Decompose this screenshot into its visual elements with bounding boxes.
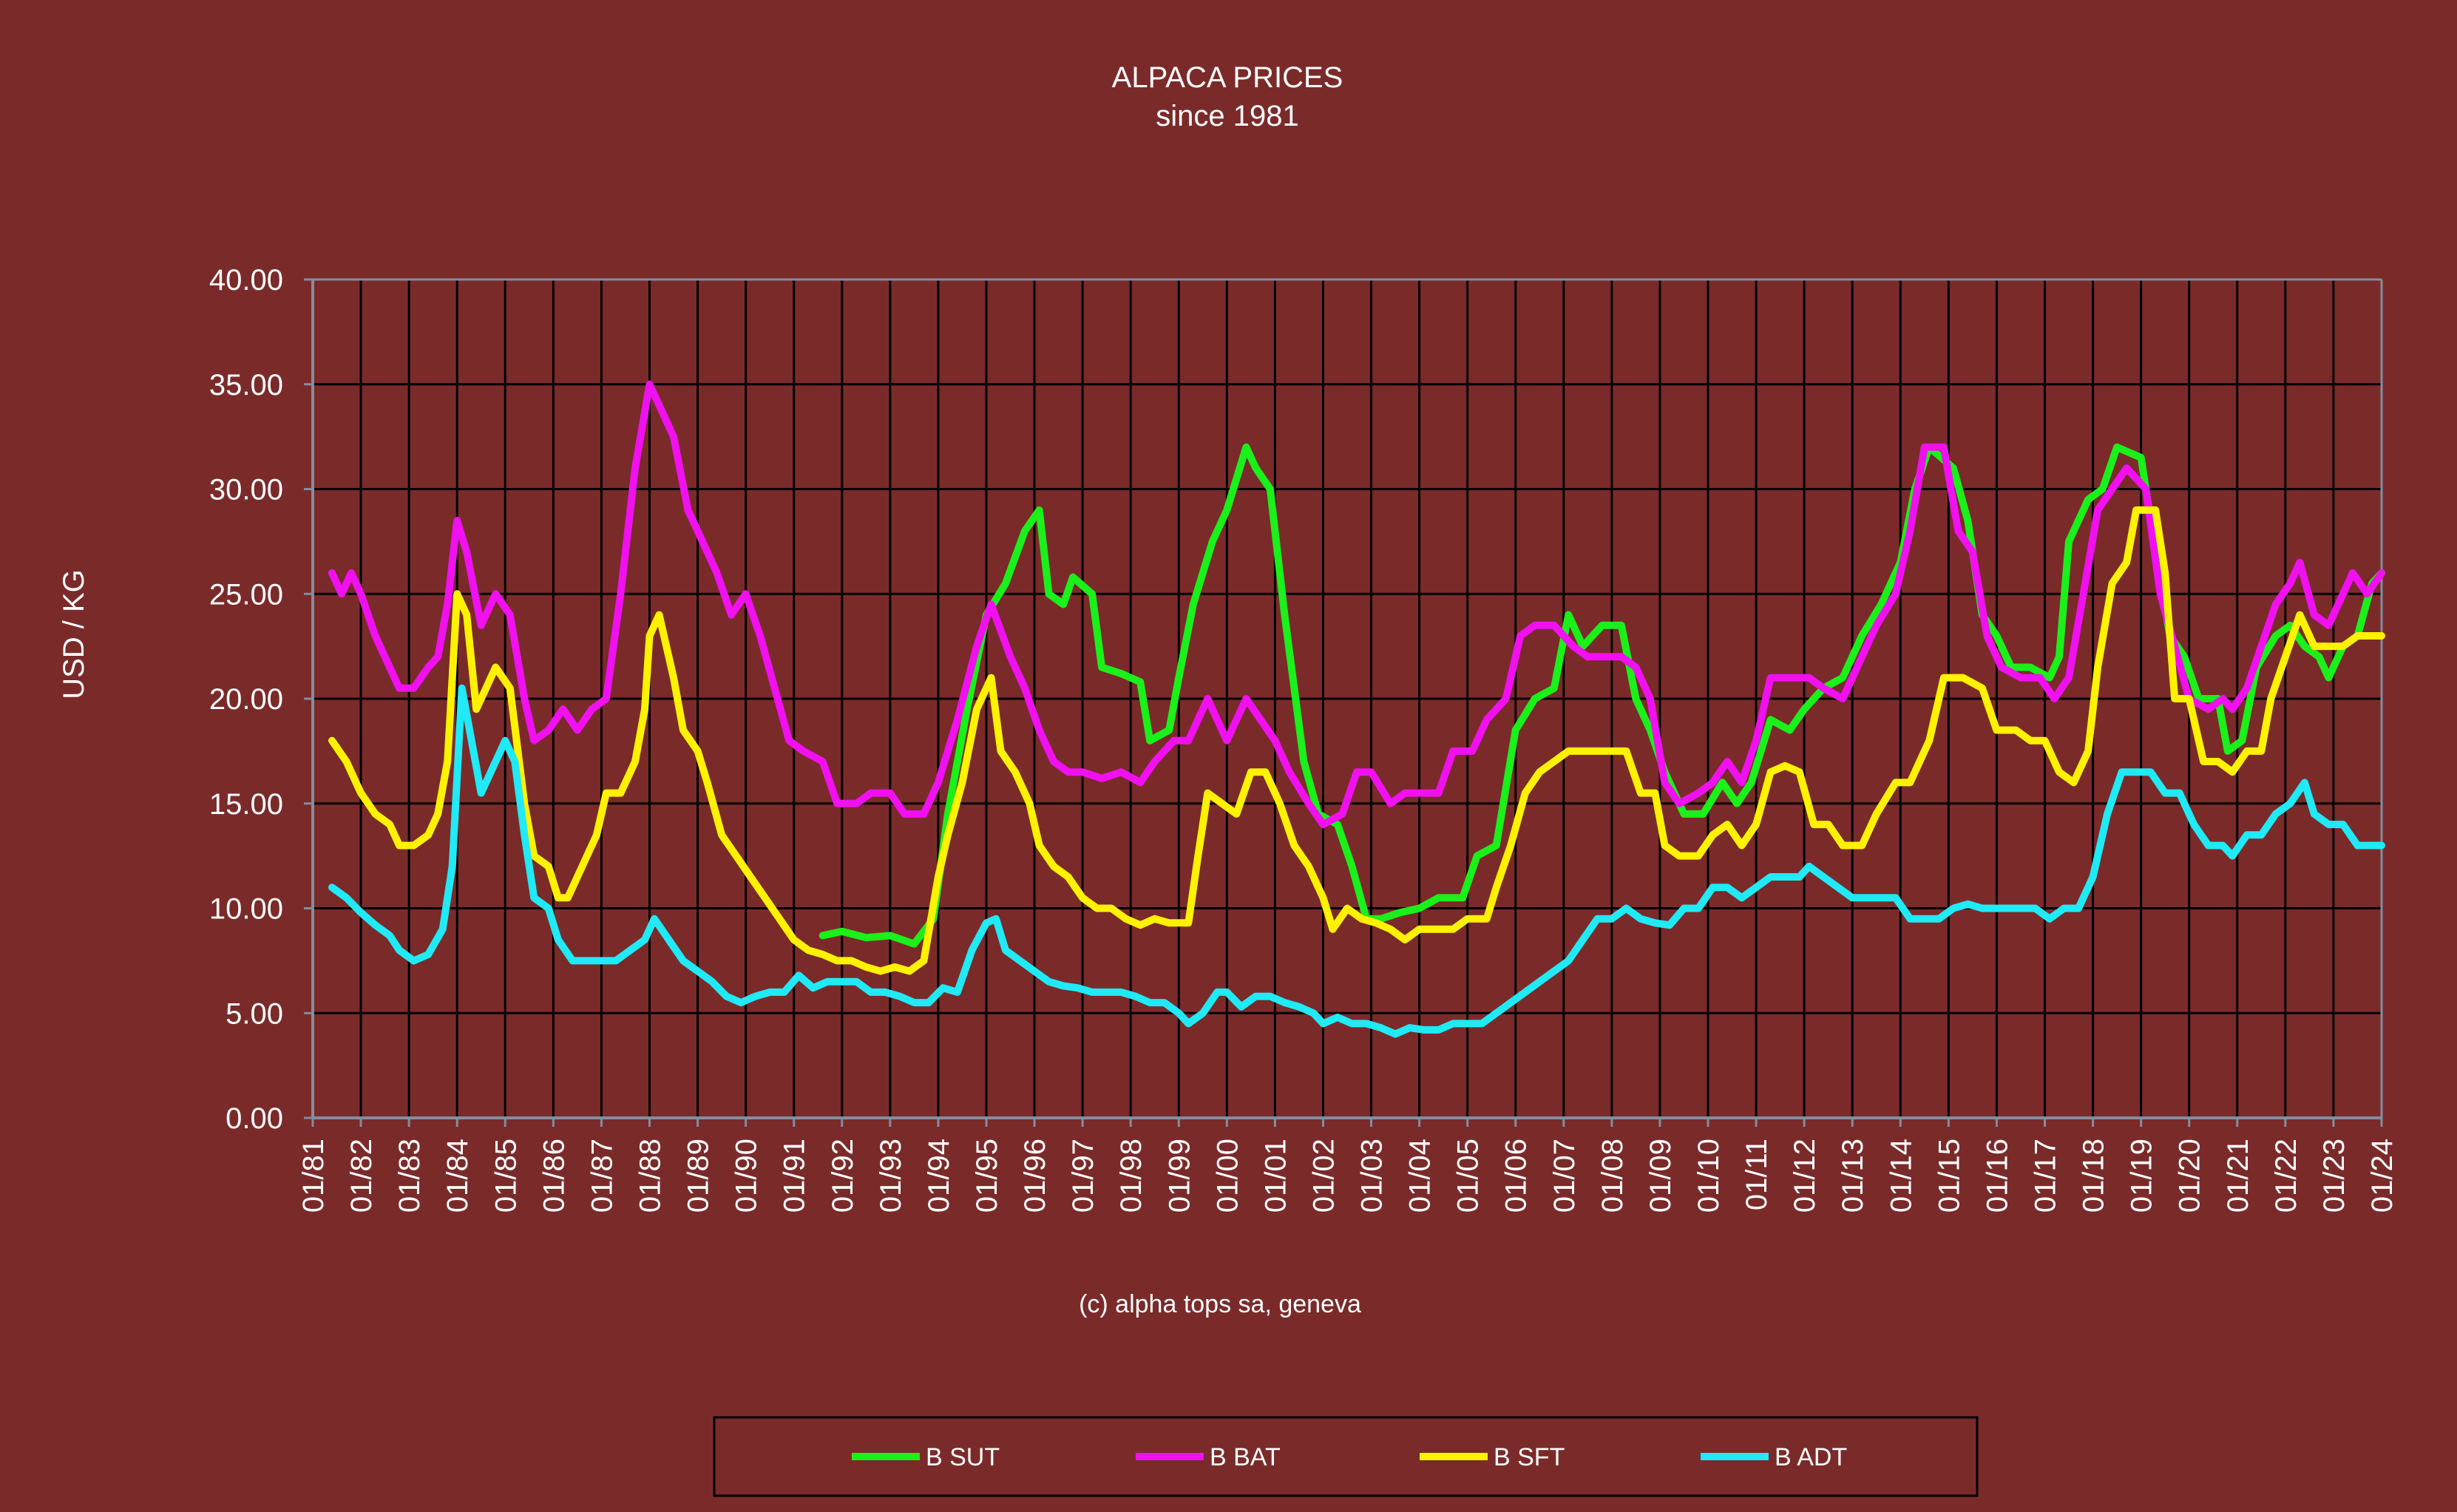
legend-label: B SUT [926, 1443, 1000, 1471]
x-tick-label: 01/96 [1019, 1139, 1051, 1213]
x-tick-label: 01/04 [1404, 1139, 1437, 1213]
x-tick-label: 01/18 [2078, 1139, 2110, 1213]
y-tick-labels: 0.00 5.00 10.00 15.00 20.00 25.00 30.00 35.00 40… [209, 264, 283, 1135]
x-tick-label: 01/00 [1211, 1139, 1244, 1213]
y-tick-label: 10.00 [209, 893, 283, 926]
x-tick-label: 01/14 [1885, 1139, 1917, 1213]
y-tick-label: 0.00 [226, 1102, 283, 1135]
legend: B SUT B BAT B SFT B ADT [713, 1416, 1979, 1497]
legend-label: B SFT [1494, 1443, 1565, 1471]
legend-label: B ADT [1775, 1443, 1847, 1471]
legend-item: B BAT [1136, 1443, 1281, 1471]
x-tick-label: 01/92 [827, 1139, 859, 1213]
x-tick-label: 01/02 [1307, 1139, 1340, 1213]
chart-title: ALPACA PRICES [1112, 61, 1343, 94]
legend-box [713, 1416, 1979, 1497]
x-tick-label: 01/19 [2126, 1139, 2158, 1213]
x-tick-label: 01/87 [586, 1139, 618, 1213]
x-tick-label: 01/94 [923, 1139, 955, 1213]
x-tick-label: 01/82 [345, 1139, 378, 1213]
x-tick-label: 01/85 [489, 1139, 522, 1213]
x-tick-label: 01/06 [1500, 1139, 1533, 1213]
legend-item: B SUT [852, 1443, 1000, 1471]
x-tick-label: 01/13 [1837, 1139, 1869, 1213]
x-tick-label: 01/15 [1933, 1139, 1965, 1213]
x-tick-label: 01/98 [1115, 1139, 1148, 1213]
series-lines [328, 380, 2385, 1038]
x-tick-label: 01/16 [1981, 1139, 2013, 1213]
x-tick-label: 01/22 [2270, 1139, 2302, 1213]
y-tick-label: 20.00 [209, 683, 283, 716]
copyright-footer: (c) alpha tops sa, geneva [1079, 1290, 1361, 1318]
x-tick-label: 01/23 [2318, 1139, 2351, 1213]
x-tick-label: 01/24 [2366, 1139, 2399, 1213]
x-tick-label: 01/01 [1259, 1139, 1292, 1213]
x-tick-label: 01/90 [731, 1139, 763, 1213]
x-tick-label: 01/09 [1644, 1139, 1677, 1213]
x-tick-label: 01/84 [441, 1139, 474, 1213]
x-tick-label: 01/03 [1356, 1139, 1389, 1213]
grid [311, 278, 2383, 1119]
x-tick-label: 01/93 [875, 1139, 907, 1213]
x-tick-label: 01/12 [1789, 1139, 1821, 1213]
x-tick-label: 01/91 [779, 1139, 811, 1213]
chart-subtitle: since 1981 [1156, 100, 1298, 132]
series-line-b-sft [328, 506, 2385, 975]
x-tick-label: 01/97 [1067, 1139, 1099, 1213]
y-tick-label: 35.00 [209, 369, 283, 401]
x-tick-label: 01/08 [1596, 1139, 1629, 1213]
y-tick-label: 30.00 [209, 474, 283, 506]
series-line-b-bat [328, 380, 2385, 829]
x-tick-label: 01/10 [1692, 1139, 1725, 1213]
x-tick-label: 01/86 [538, 1139, 570, 1213]
y-tick-label: 15.00 [209, 788, 283, 821]
x-tick-label: 01/95 [971, 1139, 1003, 1213]
y-axis-label: USD / KG [58, 569, 90, 699]
y-tick-label: 5.00 [226, 997, 283, 1030]
x-tick-labels: 01/81 01/82 01/83 01/84 01/85 01/86 01/87 01/88… [297, 1139, 2399, 1213]
x-tick-label: 01/21 [2222, 1139, 2254, 1213]
x-tick-label: 01/99 [1163, 1139, 1196, 1213]
x-tick-label: 01/07 [1548, 1139, 1581, 1213]
chart-title-group: ALPACA PRICES since 1981 [1112, 61, 1343, 132]
x-tick-label: 01/89 [682, 1139, 715, 1213]
x-tick-label: 01/17 [2030, 1139, 2062, 1213]
x-tick-label: 01/81 [297, 1139, 330, 1213]
y-tick-label: 40.00 [209, 264, 283, 296]
y-tick-label: 25.00 [209, 578, 283, 611]
x-tick-label: 01/05 [1452, 1139, 1485, 1213]
x-tick-label: 01/88 [634, 1139, 666, 1213]
legend-item: B SFT [1420, 1443, 1565, 1471]
x-tick-label: 01/11 [1741, 1139, 1773, 1210]
x-tick-label: 01/20 [2174, 1139, 2206, 1213]
legend-item: B ADT [1701, 1443, 1847, 1471]
legend-label: B BAT [1210, 1443, 1281, 1471]
x-tick-label: 01/83 [393, 1139, 426, 1213]
series-line-b-adt [328, 684, 2385, 1038]
axes [304, 278, 2383, 1127]
